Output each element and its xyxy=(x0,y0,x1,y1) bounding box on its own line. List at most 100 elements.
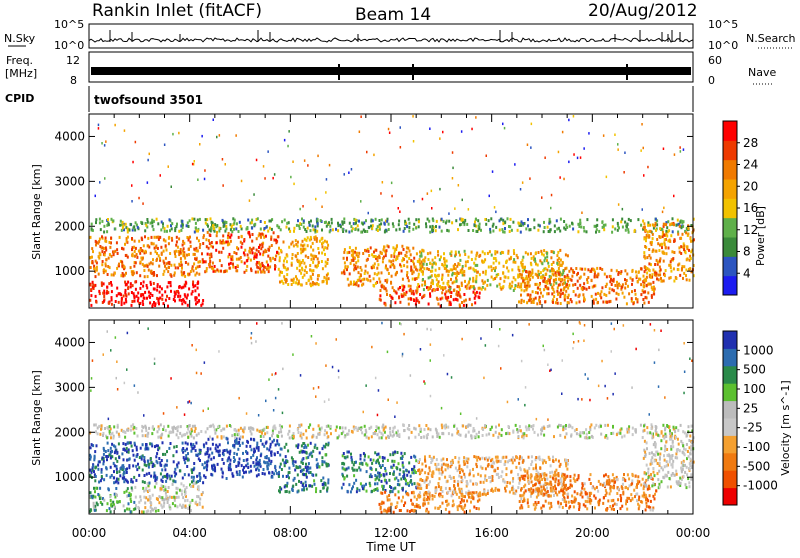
velocity-cell xyxy=(414,456,416,459)
velocity-cell xyxy=(94,490,96,493)
power-cell xyxy=(451,250,453,253)
power-cell xyxy=(301,218,303,221)
velocity-cell xyxy=(156,460,158,463)
power-cell xyxy=(410,266,412,269)
velocity-cell xyxy=(322,477,324,480)
velocity-cell xyxy=(305,473,307,476)
velocity-cell xyxy=(176,450,178,453)
velocity-cell xyxy=(637,475,639,478)
velocity-cell xyxy=(320,490,322,493)
velocity-cell xyxy=(242,442,244,445)
power-cell xyxy=(420,265,422,268)
velocity-cell xyxy=(154,486,156,489)
power-cell xyxy=(452,151,454,154)
velocity-cell xyxy=(528,467,530,470)
power-cell xyxy=(291,283,293,286)
power-cell xyxy=(648,301,650,304)
power-cell xyxy=(560,264,562,267)
power-cell xyxy=(601,290,603,293)
power-cell xyxy=(142,202,144,205)
velocity-cell xyxy=(371,462,373,465)
power-cell xyxy=(653,224,655,227)
power-cell xyxy=(284,257,286,260)
power-cell xyxy=(604,273,606,276)
power-cell xyxy=(158,265,160,268)
power-cell xyxy=(535,297,537,300)
power-cell xyxy=(164,230,166,233)
velocity-cell xyxy=(453,476,455,479)
power-cell xyxy=(147,265,149,268)
power-cell xyxy=(148,295,150,298)
power-cell xyxy=(432,219,434,222)
velocity-cell xyxy=(158,447,160,450)
power-cell xyxy=(375,249,377,252)
power-cell xyxy=(116,241,118,244)
velocity-cell xyxy=(314,483,316,486)
power-cell xyxy=(111,299,113,302)
velocity-cell xyxy=(382,456,384,459)
velocity-cell xyxy=(157,498,159,501)
velocity-cell xyxy=(106,509,108,512)
velocity-cell xyxy=(264,473,266,476)
velocity-cell xyxy=(525,489,527,492)
power-cell xyxy=(183,247,185,250)
power-cell xyxy=(153,282,155,285)
velocity-cell xyxy=(308,471,310,474)
power-cell xyxy=(451,221,453,224)
velocity-cell xyxy=(119,470,121,473)
velocity-cell xyxy=(100,479,102,482)
power-cell xyxy=(246,265,248,268)
power-cell xyxy=(198,293,200,296)
power-cell xyxy=(472,277,474,280)
power-cell xyxy=(583,282,585,285)
power-cell xyxy=(364,230,366,233)
power-cell xyxy=(429,231,431,234)
power-cell xyxy=(637,298,639,301)
power-cell xyxy=(421,296,423,299)
power-cell xyxy=(663,148,665,151)
power-cell xyxy=(590,270,592,273)
velocity-cell xyxy=(416,505,418,508)
power-cell xyxy=(568,284,570,287)
velocity-cell xyxy=(110,457,112,460)
power-cell xyxy=(360,200,362,203)
power-cell xyxy=(264,177,266,180)
power-cell xyxy=(97,242,99,245)
power-cell xyxy=(204,178,206,181)
velocity-cell xyxy=(468,496,470,499)
velocity-cell xyxy=(269,445,271,448)
power-cell xyxy=(445,290,447,293)
velocity-cell xyxy=(266,461,268,464)
power-cell xyxy=(649,224,651,227)
power-cell xyxy=(398,296,400,299)
power-cell xyxy=(603,224,605,227)
power-cell xyxy=(274,258,276,261)
power-cell xyxy=(382,181,384,184)
power-cell xyxy=(647,231,649,234)
velocity-cell xyxy=(202,463,204,466)
power-cell xyxy=(353,281,355,284)
power-cell xyxy=(475,116,477,119)
power-cell xyxy=(586,278,588,281)
velocity-cell xyxy=(319,451,321,454)
power-cell xyxy=(227,243,229,246)
power-cell xyxy=(169,218,171,221)
velocity-cell xyxy=(101,475,103,478)
velocity-cell xyxy=(434,507,436,510)
power-cell xyxy=(340,225,342,228)
velocity-cell xyxy=(198,488,200,491)
power-cell xyxy=(558,284,560,287)
power-cell xyxy=(95,195,97,198)
velocity-cell xyxy=(555,469,557,472)
power-cell xyxy=(223,241,225,244)
power-cell xyxy=(495,266,497,269)
power-cell xyxy=(664,243,666,246)
power-cell xyxy=(439,258,441,261)
velocity-cell xyxy=(279,454,281,457)
velocity-cell xyxy=(636,499,638,502)
velocity-cell xyxy=(90,446,92,449)
velocity-cell xyxy=(115,450,117,453)
velocity-cell xyxy=(301,459,303,462)
power-cell xyxy=(380,192,382,195)
